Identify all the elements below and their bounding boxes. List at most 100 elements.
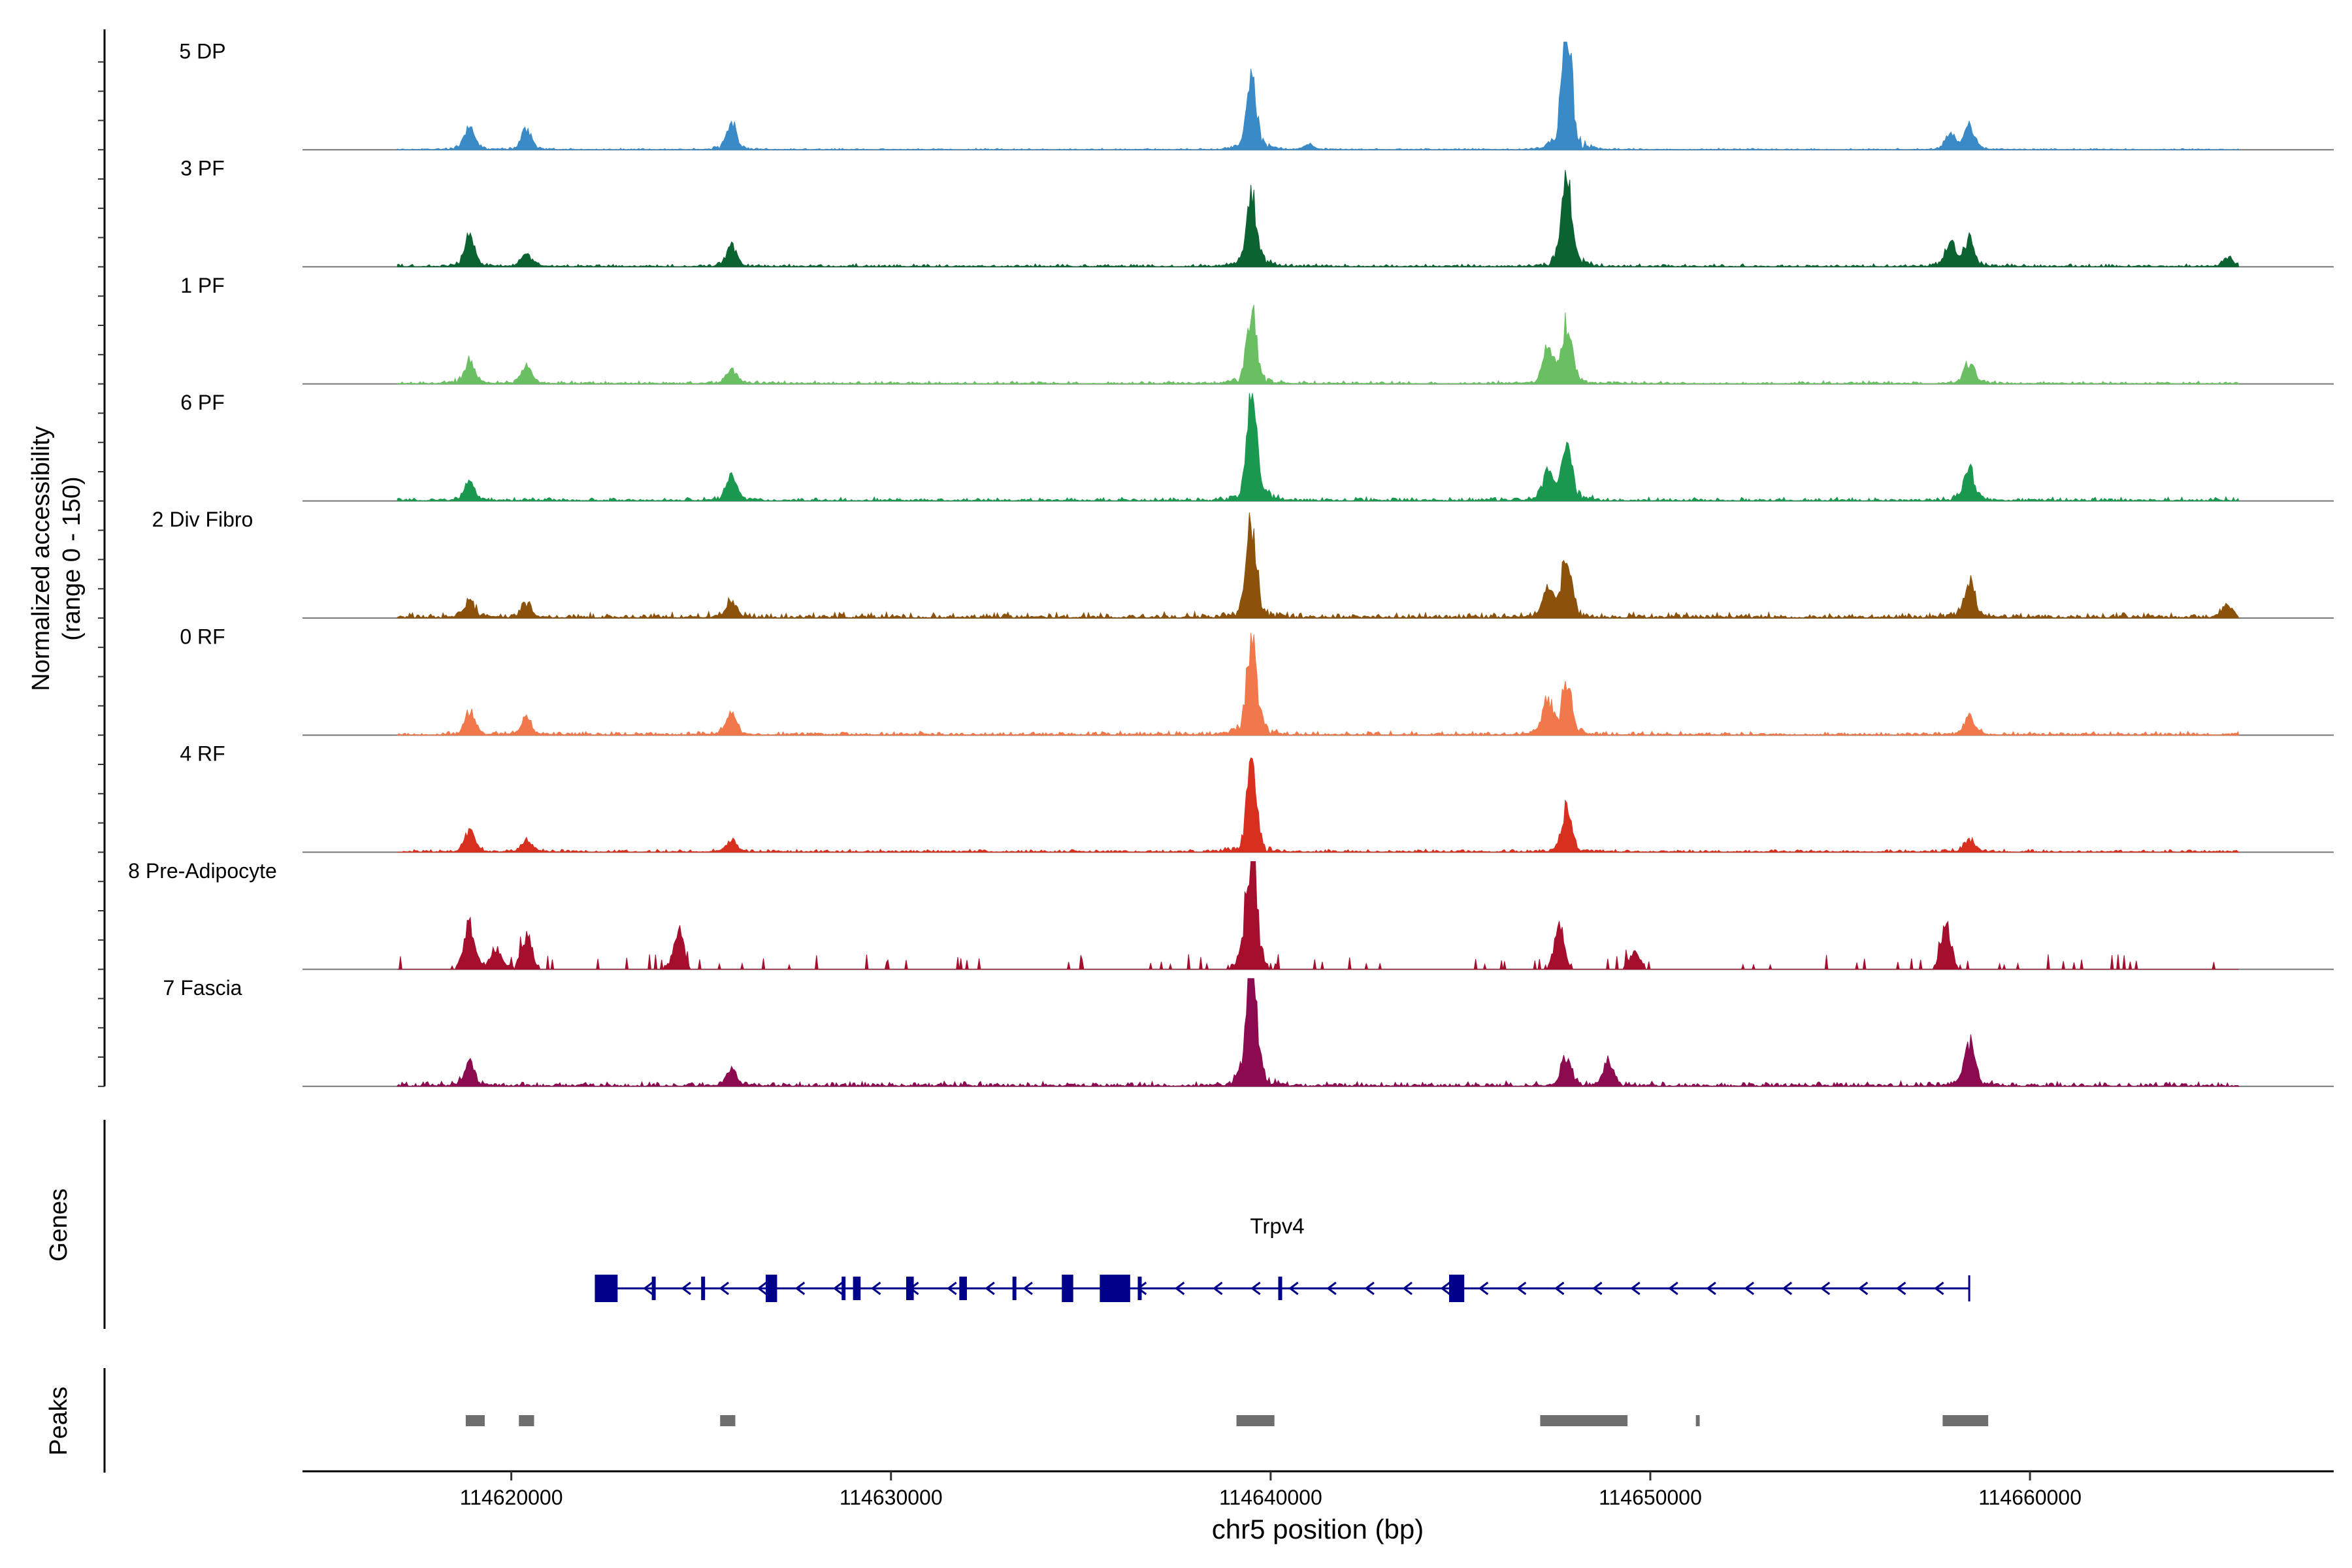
coverage-area bbox=[397, 304, 2240, 385]
peak-region bbox=[1942, 1415, 1989, 1426]
strand-arrow bbox=[1516, 1281, 1527, 1296]
coverage-tracks: 5 DP 3 PF 1 PF 6 PF 2 Div Fibro 0 RF 4 RF 8 Pre… bbox=[128, 39, 2334, 1088]
x-tick-label: 114620000 bbox=[460, 1486, 563, 1509]
coverage-area bbox=[397, 512, 2240, 619]
gene-exon bbox=[651, 1277, 656, 1300]
strand-arrow bbox=[1288, 1281, 1299, 1296]
gene-exon bbox=[1278, 1277, 1282, 1300]
strand-arrow bbox=[1630, 1281, 1641, 1296]
coverage-area bbox=[397, 861, 2239, 971]
gene-exon bbox=[765, 1275, 777, 1302]
gene-exon bbox=[853, 1277, 861, 1300]
coverage-area bbox=[397, 978, 2240, 1088]
track-label: 0 RF bbox=[180, 625, 225, 648]
track-1-pf: 1 PF bbox=[180, 274, 2334, 385]
track-label: 4 RF bbox=[180, 742, 225, 766]
track-label: 2 Div Fibro bbox=[152, 508, 253, 531]
gene-exon bbox=[1062, 1275, 1073, 1302]
peak-region bbox=[1695, 1415, 1700, 1426]
coverage-area bbox=[397, 393, 2240, 502]
track-label: 1 PF bbox=[180, 274, 225, 297]
track-8-pre-adipocyte: 8 Pre-Adipocyte bbox=[128, 859, 2334, 971]
track-7-fascia: 7 Fascia bbox=[163, 976, 2334, 1088]
strand-arrow bbox=[757, 1281, 768, 1296]
strand-arrow bbox=[1478, 1281, 1489, 1296]
strand-arrow bbox=[1857, 1281, 1869, 1296]
strand-arrow bbox=[1440, 1281, 1451, 1296]
coverage-area bbox=[397, 41, 2240, 150]
gene-exon bbox=[959, 1277, 967, 1300]
peak-region bbox=[720, 1415, 736, 1426]
strand-arrow bbox=[870, 1281, 881, 1296]
track-label: 7 Fascia bbox=[163, 976, 242, 1000]
strand-arrow bbox=[1326, 1281, 1337, 1296]
strand-arrow bbox=[1364, 1281, 1375, 1296]
peaks-panel: Peaks bbox=[45, 1368, 1989, 1473]
strand-arrow bbox=[832, 1281, 843, 1296]
gene-exon bbox=[1448, 1275, 1465, 1302]
peak-region bbox=[1236, 1415, 1275, 1426]
strand-arrow bbox=[1174, 1281, 1185, 1296]
gene-exon bbox=[1012, 1277, 1017, 1300]
track-label: 3 PF bbox=[180, 157, 225, 180]
strand-arrow bbox=[1402, 1281, 1413, 1296]
strand-arrow bbox=[719, 1281, 729, 1296]
track-4-rf: 4 RF bbox=[180, 742, 2334, 853]
strand-arrow bbox=[1896, 1281, 1906, 1296]
coverage-area bbox=[397, 632, 2240, 736]
peak-region bbox=[465, 1415, 485, 1426]
x-axis: 114620000 114630000 114640000 114650000 1146… bbox=[302, 1470, 2334, 1544]
track-0-rf: 0 RF bbox=[180, 625, 2334, 736]
gene-exon bbox=[595, 1275, 618, 1302]
x-tick-label: 114660000 bbox=[1978, 1486, 2082, 1509]
strand-arrow bbox=[1213, 1281, 1223, 1296]
strand-arrow bbox=[1744, 1281, 1754, 1296]
strand-arrow bbox=[1820, 1281, 1831, 1296]
strand-arrow bbox=[947, 1281, 957, 1296]
x-tick-label: 114650000 bbox=[1599, 1486, 1702, 1509]
genes-panel: Genes Trpv4 bbox=[45, 1120, 1970, 1329]
coverage-area bbox=[397, 170, 2240, 268]
strand-arrow bbox=[643, 1281, 653, 1296]
strand-arrow bbox=[681, 1281, 691, 1296]
track-6-pf: 6 PF bbox=[180, 391, 2334, 502]
gene-exon bbox=[701, 1277, 706, 1300]
y-axis bbox=[98, 29, 106, 1087]
x-tick-label: 114630000 bbox=[840, 1486, 943, 1509]
peak-region bbox=[519, 1415, 534, 1426]
x-tick-label: 114640000 bbox=[1219, 1486, 1322, 1509]
track-label: 8 Pre-Adipocyte bbox=[128, 859, 277, 883]
track-label: 5 DP bbox=[179, 39, 225, 63]
x-axis-ticks: 114620000 114630000 114640000 114650000 1146… bbox=[460, 1471, 2082, 1509]
strand-arrow bbox=[1706, 1281, 1716, 1296]
track-3-pf: 3 PF bbox=[180, 157, 2334, 268]
track-5-dp: 5 DP bbox=[179, 39, 2334, 151]
gene-exon bbox=[1100, 1275, 1130, 1302]
y-axis-title-line1: Normalized accessibility bbox=[27, 426, 55, 691]
gene-name-label: Trpv4 bbox=[1250, 1214, 1304, 1238]
strand-arrow bbox=[1022, 1281, 1033, 1296]
y-axis-title-line2: (range 0 - 150) bbox=[58, 476, 86, 640]
strand-arrow bbox=[1782, 1281, 1793, 1296]
strand-arrow bbox=[794, 1281, 806, 1296]
x-axis-title: chr5 position (bp) bbox=[1212, 1514, 1424, 1544]
track-label: 6 PF bbox=[180, 391, 225, 414]
gene-model bbox=[595, 1275, 1970, 1302]
gene-exon bbox=[841, 1277, 846, 1300]
peak-region bbox=[1540, 1415, 1628, 1426]
strand-arrow bbox=[1592, 1281, 1603, 1296]
peaks-axis-title: Peaks bbox=[45, 1386, 73, 1456]
strand-arrow bbox=[1554, 1281, 1565, 1296]
coverage-area bbox=[397, 757, 2240, 853]
y-axis-title: Normalized accessibility (range 0 - 150) bbox=[27, 426, 86, 691]
track-2-div-fibro: 2 Div Fibro bbox=[152, 508, 2334, 619]
gene-exon bbox=[906, 1277, 914, 1300]
gene-exon bbox=[1137, 1277, 1142, 1300]
strand-arrow bbox=[1250, 1281, 1261, 1296]
genes-axis-title: Genes bbox=[45, 1188, 73, 1262]
strand-arrow bbox=[1934, 1281, 1944, 1296]
peak-bars bbox=[465, 1415, 1989, 1426]
strand-arrow bbox=[985, 1281, 995, 1296]
strand-arrow bbox=[1668, 1281, 1678, 1296]
